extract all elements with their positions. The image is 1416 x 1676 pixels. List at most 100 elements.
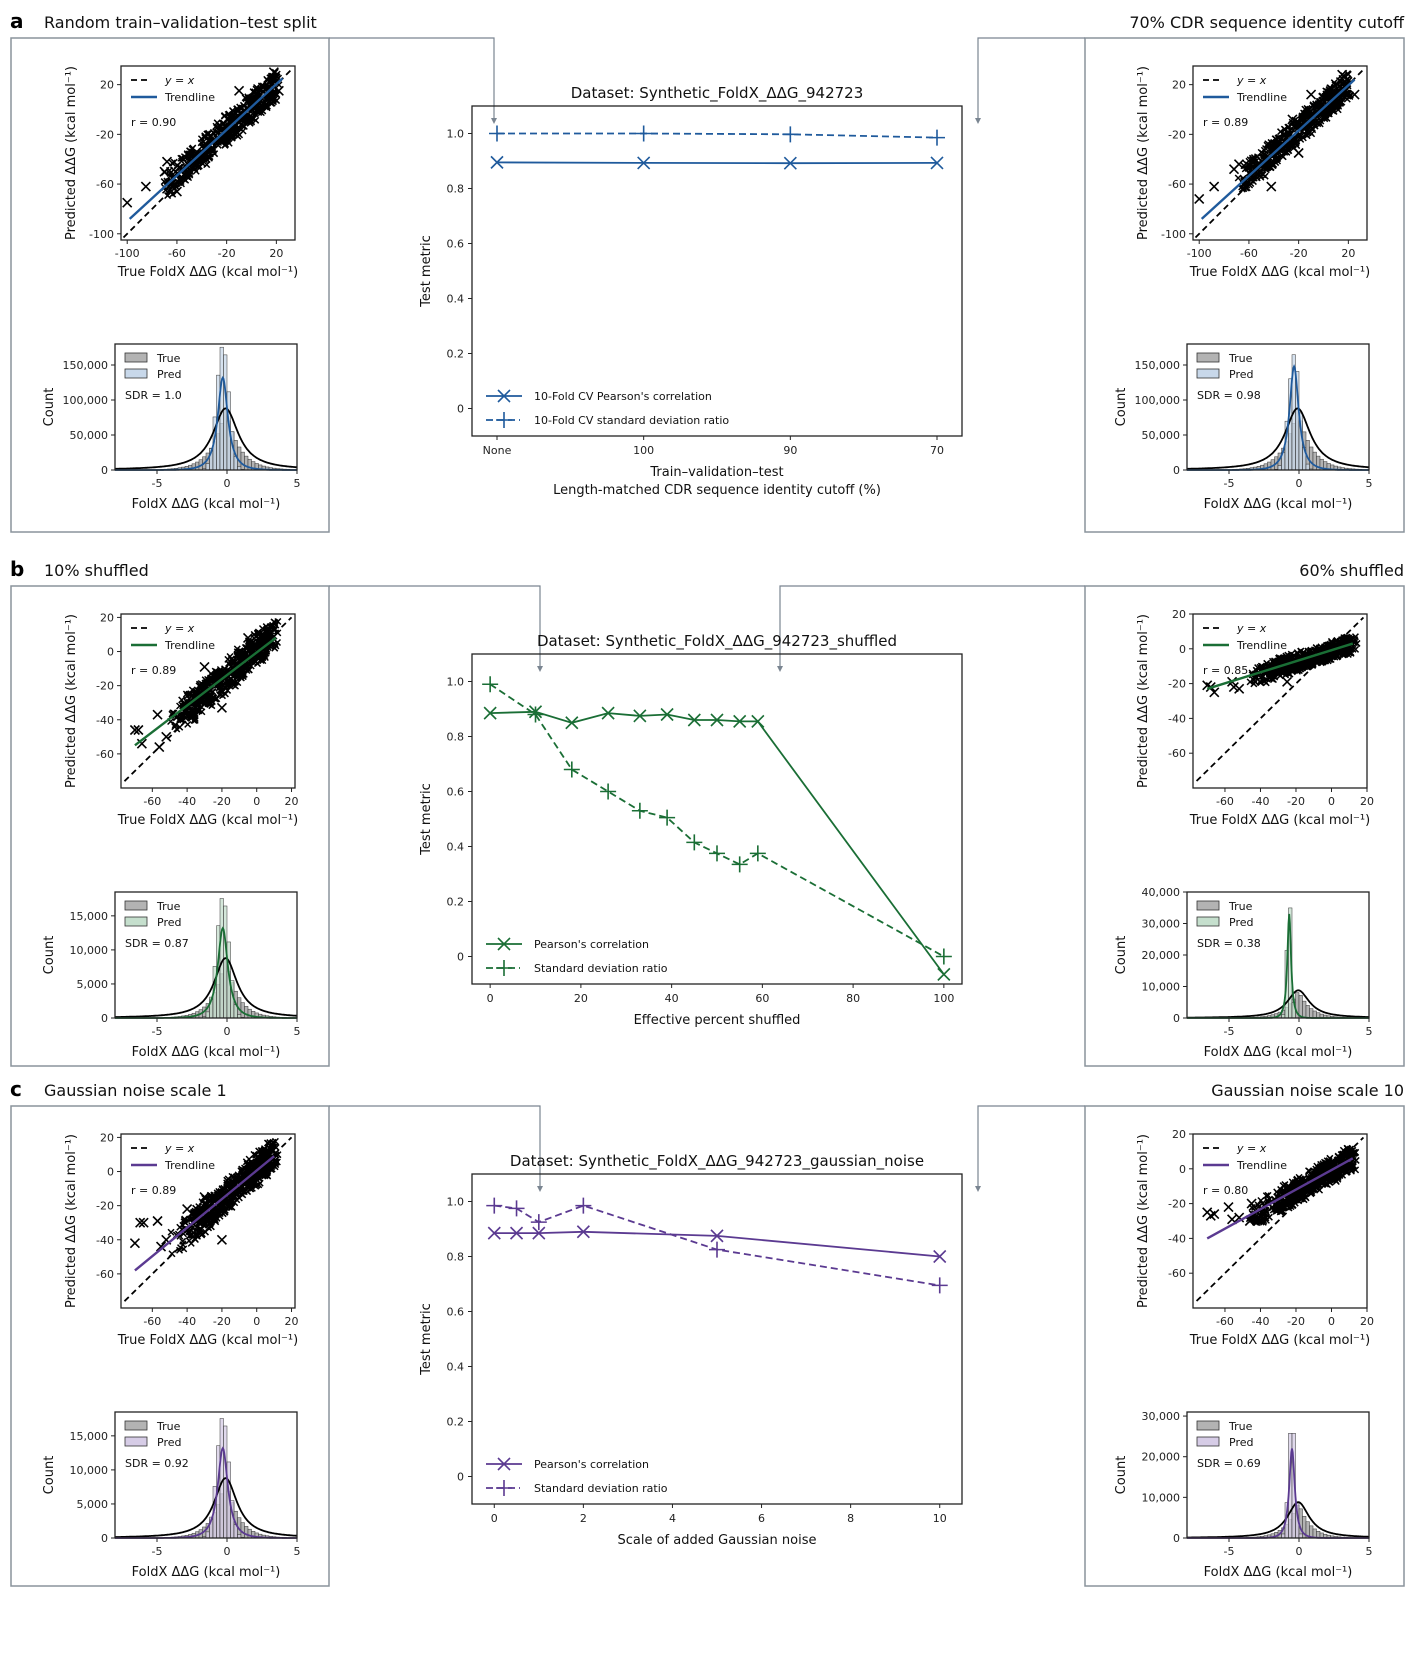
right-scatter-plot [1189,65,1368,244]
right-connector-arrowhead [975,118,981,124]
scatter-outlier [161,156,173,167]
sdr-series-line [497,132,938,139]
legend-true-swatch [124,900,148,911]
y-tick-label: -40 [1168,1232,1186,1245]
y-tick-label: 100,000 [63,394,109,407]
scatter-point [193,1232,201,1240]
chart-y-label: Test metric [419,235,434,308]
scatter-point [177,180,185,188]
scatter-point [176,174,184,183]
kde-pred-curve [1187,913,1369,1019]
chart-title: Dataset: Synthetic_FoldX_ΔΔG_942723_gaus… [510,1152,924,1171]
histogram-bar-true [244,1526,249,1539]
legend-trend-label: Trendline [164,1159,215,1172]
scatter-point [1312,100,1320,108]
scatter-point [228,132,236,141]
y-tick-label: 30,000 [1142,918,1181,931]
scatter-point [1243,184,1251,192]
scatter-point [264,1140,272,1148]
left-connector [329,585,541,668]
scatter-point [1257,173,1265,181]
y-tick-label: -60 [96,1268,114,1281]
pearson-data-point [710,1229,724,1243]
x-tick-label: -5 [152,1545,163,1558]
histogram-bar-true [1309,446,1314,471]
scatter-outlier [138,1217,149,1228]
x-tick-label: 20 [1341,247,1355,260]
scatter-point [226,117,234,125]
legend-identity-label: y = x [164,1142,195,1155]
x-tick-label: 5 [294,1545,301,1558]
scatter-point [197,1210,205,1218]
histogram-x-label: FoldX ΔΔG (kcal mol⁻¹) [1204,1565,1353,1580]
left-scatter-plot [117,613,296,792]
y-tick-label: -40 [96,714,114,727]
scatter-point [1325,641,1333,649]
left-heading: Gaussian noise scale 1 [44,1081,227,1100]
left-histogram [111,891,298,1022]
correlation-label: r = 0.89 [131,664,176,677]
scatter-point [209,145,218,153]
scatter-outlier [1194,193,1205,205]
y-tick-label: 1.0 [447,128,465,141]
x-tick-label: 0 [1296,1025,1303,1038]
scatter-point [164,192,172,200]
scatter-point [178,696,186,704]
scatter-axes-frame [120,613,296,789]
scatter-point [1291,1179,1299,1187]
scatter-point [224,1175,232,1183]
identity-line [1195,616,1365,782]
scatter-point [238,654,246,662]
y-tick-label: 20 [100,1131,114,1144]
scatter-point [1270,144,1278,152]
legend-pred-label: Pred [157,368,181,381]
scatter-y-label: Predicted ΔΔG (kcal mol⁻¹) [1136,614,1151,788]
y-tick-label: 10,000 [1142,981,1181,994]
x-tick-label: 5 [1366,1025,1373,1038]
chart-axes-frame [471,105,963,437]
y-tick-label: -100 [1161,228,1186,241]
scatter-point [1332,103,1341,111]
right-histogram [1183,891,1370,1022]
scatter-outlier [140,181,151,192]
y-tick-label: 0 [1173,1532,1180,1545]
histogram-bar-true [1312,451,1317,471]
correlation-label: r = 0.90 [131,116,176,129]
scatter-outlier [152,1215,163,1227]
x-tick-label: 20 [1360,795,1374,808]
scatter-point [169,173,177,181]
panel-letter: a [10,9,24,33]
right-panel-box [1084,585,1405,1067]
legend-true-label: True [156,900,181,913]
identity-line [123,616,293,782]
scatter-x-label: True FoldX ΔΔG (kcal mol⁻¹) [117,813,298,828]
scatter-outlier [1337,69,1348,80]
x-tick-label: 20 [269,247,283,260]
scatter-point [261,632,270,640]
right-heading: 60% shuffled [1299,561,1404,580]
x-tick-label: 0 [1328,795,1335,808]
scatter-outlier [1306,89,1317,100]
legend-identity-label: y = x [164,74,195,87]
legend-true-label: True [156,352,181,365]
scatter-outlier [1209,687,1220,698]
x-tick-label: -60 [1216,1315,1234,1328]
scatter-x-label: True FoldX ΔΔG (kcal mol⁻¹) [1189,813,1370,828]
legend-trend-label: Trendline [1236,1159,1287,1172]
correlation-label: r = 0.85 [1203,664,1248,677]
scatter-outlier [1282,676,1293,687]
scatter-point [266,629,274,637]
x-tick-label: -40 [178,795,196,808]
x-tick-label: 100 [633,444,654,457]
scatter-outlier [155,1241,167,1252]
y-tick-label: -60 [96,178,114,191]
scatter-point [254,1153,263,1161]
scatter-point [211,1216,219,1224]
legend-trend-label: Trendline [1236,639,1287,652]
legend-sdr-label: Standard deviation ratio [534,962,668,975]
right-histogram [1183,1411,1370,1542]
scatter-axes-frame [1192,613,1368,789]
scatter-point [1251,678,1259,686]
trendline [128,77,284,220]
scatter-point [256,629,264,637]
